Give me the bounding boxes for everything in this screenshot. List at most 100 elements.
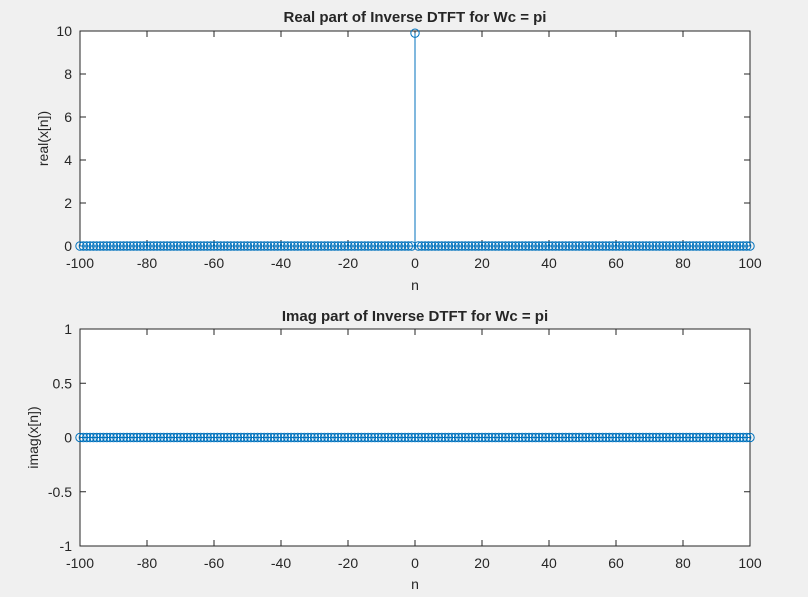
real-part-stem-marker — [370, 241, 380, 251]
real-part-stem-marker — [256, 241, 266, 251]
imag-part-stem-marker — [614, 432, 625, 443]
imag-part-stem-marker — [336, 432, 346, 443]
imag-part-stem-marker — [527, 432, 537, 443]
real-part-stem-marker — [122, 241, 132, 251]
real-part-stem-marker — [524, 241, 534, 251]
real-part-stem-marker — [437, 241, 447, 251]
imag-part-stem-marker — [122, 432, 132, 443]
real-part-stem-marker — [624, 241, 635, 251]
real-part-xtick-label: -60 — [204, 255, 224, 271]
real-part-stem-marker — [306, 241, 316, 251]
real-part-stem-marker — [671, 241, 681, 251]
imag-part-stem-marker — [728, 432, 738, 443]
imag-part-stem-marker — [571, 432, 581, 443]
imag-part-stem-marker — [490, 432, 501, 443]
imag-part-stem-marker — [661, 432, 671, 443]
real-part-stem-marker — [440, 241, 450, 251]
real-part-stem-marker — [242, 241, 253, 251]
imag-part-stem-marker — [711, 432, 722, 443]
imag-part-stem-marker — [678, 432, 688, 443]
real-part-stem-marker — [323, 241, 333, 251]
imag-part-stem-marker — [715, 432, 725, 443]
real-part-stem-marker — [390, 241, 400, 251]
imag-part-stem-marker — [577, 432, 588, 443]
imag-part-stem-marker — [286, 432, 296, 443]
real-part-stem-marker — [621, 241, 631, 251]
real-part-stem-marker — [664, 241, 675, 251]
imag-part-stem-marker — [554, 432, 564, 443]
imag-part-stem-marker — [658, 432, 668, 443]
imag-part-stem-marker — [115, 432, 125, 443]
real-part-stem-marker — [236, 241, 246, 251]
real-part-stem-marker — [269, 241, 279, 251]
real-part-stem-marker — [634, 241, 645, 251]
imag-part-stem-marker — [450, 432, 460, 443]
imag-part-stem-marker — [112, 432, 122, 443]
real-part-stem-marker — [118, 241, 129, 251]
imag-part-stem-marker — [350, 432, 360, 443]
real-part-stem-marker — [229, 241, 239, 251]
imag-part-stem-marker — [283, 432, 293, 443]
real-part-stem-marker — [128, 241, 139, 251]
real-part-stem-marker — [745, 241, 755, 251]
imag-part-stem-marker — [648, 432, 658, 443]
imag-part-ytick-label: 0.5 — [53, 375, 73, 391]
imag-part-stem-marker — [182, 432, 192, 443]
imag-part-stem-marker — [584, 432, 594, 443]
imag-part-ytick-label: -1 — [60, 538, 73, 554]
imag-part-stem-marker — [85, 432, 95, 443]
real-part-xtick-label: -80 — [137, 255, 157, 271]
real-part-stem-marker — [651, 241, 661, 251]
real-part-stem-marker — [577, 241, 588, 251]
real-part-stem-marker — [728, 241, 738, 251]
imag-part-xtick-label: -80 — [137, 555, 157, 571]
imag-part-stem-marker — [628, 432, 638, 443]
imag-part-xtick-label: -20 — [338, 555, 358, 571]
imag-part-axes[interactable]: Imag part of Inverse DTFT for Wc = pi n … — [25, 308, 762, 592]
real-part-axes[interactable]: Real part of Inverse DTFT for Wc = pi n … — [35, 9, 762, 293]
real-part-stem-marker — [159, 241, 169, 251]
real-part-stem-marker — [674, 241, 685, 251]
imag-part-stem-marker — [698, 432, 708, 443]
imag-part-stem-marker — [406, 432, 417, 443]
imag-part-stem-marker — [293, 432, 303, 443]
imag-part-stem-marker — [708, 432, 718, 443]
real-part-xtick-label: 40 — [541, 255, 557, 271]
imag-part-stem-marker — [366, 432, 377, 443]
imag-part-stem-marker — [463, 432, 474, 443]
imag-part-xtick-label: -100 — [66, 555, 94, 571]
imag-part-stems — [75, 432, 755, 443]
real-part-stem-marker — [202, 241, 213, 251]
imag-part-stem-marker — [259, 432, 269, 443]
imag-part-stem-marker — [172, 432, 182, 443]
real-part-stem-marker — [658, 241, 668, 251]
imag-part-xtick-label: 40 — [541, 555, 557, 571]
imag-part-stem-marker — [78, 432, 89, 443]
real-part-stem-marker — [249, 241, 259, 251]
real-part-stem-marker — [262, 241, 273, 251]
imag-part-stem-marker — [547, 432, 558, 443]
imag-part-stem-marker — [269, 432, 279, 443]
imag-part-stem-marker — [370, 432, 380, 443]
real-part-stem-marker — [644, 241, 655, 251]
real-part-stem-marker — [155, 241, 166, 251]
imag-part-stem-marker — [540, 432, 551, 443]
imag-part-stem-marker — [376, 432, 387, 443]
imag-part-stem-marker — [343, 432, 353, 443]
real-part-stem-marker — [628, 241, 638, 251]
real-part-stem-marker — [88, 241, 99, 251]
imag-part-stem-marker — [142, 432, 152, 443]
real-part-stem-marker — [313, 241, 323, 251]
real-part-stem-marker — [547, 241, 558, 251]
real-part-stem-marker — [530, 241, 541, 251]
real-part-stem-marker — [339, 241, 350, 251]
imag-part-stem-marker — [544, 432, 554, 443]
imag-part-stem-marker — [701, 432, 712, 443]
imag-part-stem-marker — [574, 432, 584, 443]
imag-part-stem-marker — [165, 432, 176, 443]
real-part-stem-marker — [708, 241, 718, 251]
real-part-stem-marker — [490, 241, 501, 251]
imag-part-stem-marker — [618, 432, 628, 443]
imag-part-stem-marker — [447, 432, 457, 443]
imag-part-xtick-label: -60 — [204, 555, 224, 571]
